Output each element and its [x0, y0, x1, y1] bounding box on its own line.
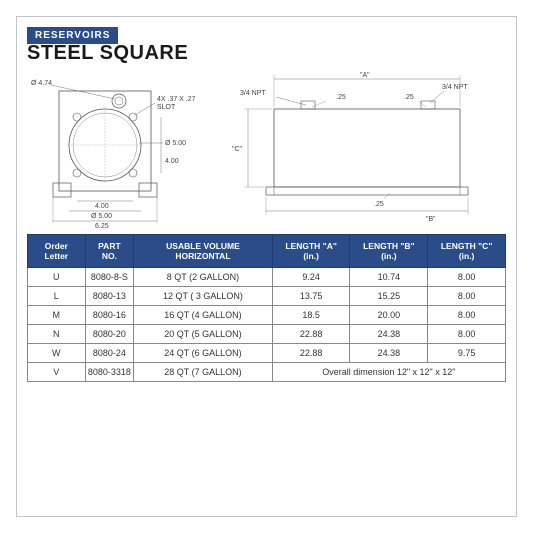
cell-letter: V: [28, 363, 86, 382]
cell-b: 15.25: [350, 287, 428, 306]
front-view-svg: Ø 4.74 4X .37 X .27 SLOT Ø 5.00 4.00 4.0…: [27, 71, 197, 226]
cell-part: 8080-8-S: [85, 268, 134, 287]
svg-text:4X .37 X .27: 4X .37 X .27: [157, 96, 196, 103]
col-length-b: LENGTH "B" (in.): [350, 235, 428, 268]
svg-text:.25: .25: [404, 94, 414, 101]
table-row: L8080-1312 QT ( 3 GALLON)13.7515.258.00: [28, 287, 506, 306]
col-length-a: LENGTH "A" (in.): [272, 235, 350, 268]
svg-text:3/4 NPT: 3/4 NPT: [442, 84, 468, 91]
page-frame: RESERVOIRS STEEL SQUARE: [16, 16, 517, 517]
svg-text:"C": "C": [232, 146, 243, 153]
svg-text:4.00: 4.00: [165, 158, 179, 165]
cell-c: 8.00: [428, 325, 506, 344]
svg-text:4.00: 4.00: [95, 203, 109, 210]
cell-letter: U: [28, 268, 86, 287]
cell-c: 8.00: [428, 268, 506, 287]
cell-part: 8080-24: [85, 344, 134, 363]
svg-text:6.25: 6.25: [95, 223, 109, 230]
cell-letter: W: [28, 344, 86, 363]
cell-letter: M: [28, 306, 86, 325]
svg-text:Ø 4.74: Ø 4.74: [31, 80, 52, 87]
cell-vol: 20 QT (5 GALLON): [134, 325, 273, 344]
table-body: U8080-8-S8 QT (2 GALLON)9.2410.748.00L80…: [28, 268, 506, 382]
cell-b: 20.00: [350, 306, 428, 325]
svg-text:3/4 NPT: 3/4 NPT: [240, 90, 266, 97]
side-view-svg: 3/4 NPT 3/4 NPT "A" .25 .25 "C": [226, 71, 506, 226]
cell-c: 9.75: [428, 344, 506, 363]
cell-b: 24.38: [350, 325, 428, 344]
cell-vol: 24 QT (6 GALLON): [134, 344, 273, 363]
table-row: N8080-2020 QT (5 GALLON)22.8824.388.00: [28, 325, 506, 344]
col-part-no: PART NO.: [85, 235, 134, 268]
svg-text:.25: .25: [336, 94, 346, 101]
cell-a: 13.75: [272, 287, 350, 306]
diagram-row: Ø 4.74 4X .37 X .27 SLOT Ø 5.00 4.00 4.0…: [27, 71, 506, 226]
cell-c: 8.00: [428, 306, 506, 325]
cell-part: 8080-3318: [85, 363, 134, 382]
cell-vol: 16 QT (4 GALLON): [134, 306, 273, 325]
col-length-c: LENGTH "C" (in.): [428, 235, 506, 268]
col-order-letter: Order Letter: [28, 235, 86, 268]
cell-b: 24.38: [350, 344, 428, 363]
svg-text:SLOT: SLOT: [157, 104, 176, 111]
cell-a: 9.24: [272, 268, 350, 287]
table-row: V8080-331828 QT (7 GALLON)Overall dimens…: [28, 363, 506, 382]
cell-a: 22.88: [272, 344, 350, 363]
spec-table: Order Letter PART NO. USABLE VOLUME HORI…: [27, 234, 506, 382]
svg-text:"A": "A": [360, 72, 370, 79]
cell-vol: 8 QT (2 GALLON): [134, 268, 273, 287]
svg-text:Ø 5.00: Ø 5.00: [91, 213, 112, 220]
cell-a: 18.5: [272, 306, 350, 325]
cell-vol: 28 QT (7 GALLON): [134, 363, 273, 382]
cell-part: 8080-16: [85, 306, 134, 325]
table-row: U8080-8-S8 QT (2 GALLON)9.2410.748.00: [28, 268, 506, 287]
svg-text:.25: .25: [374, 201, 384, 208]
cell-c: 8.00: [428, 287, 506, 306]
cell-merged-dimensions: Overall dimension 12" x 12" x 12": [272, 363, 505, 382]
cell-b: 10.74: [350, 268, 428, 287]
table-head: Order Letter PART NO. USABLE VOLUME HORI…: [28, 235, 506, 268]
cell-a: 22.88: [272, 325, 350, 344]
table-row: W8080-2424 QT (6 GALLON)22.8824.389.75: [28, 344, 506, 363]
svg-text:Ø 5.00: Ø 5.00: [165, 140, 186, 147]
cell-part: 8080-13: [85, 287, 134, 306]
cell-vol: 12 QT ( 3 GALLON): [134, 287, 273, 306]
diagram-front: Ø 4.74 4X .37 X .27 SLOT Ø 5.00 4.00 4.0…: [27, 71, 197, 226]
table-row: M8080-1616 QT (4 GALLON)18.520.008.00: [28, 306, 506, 325]
page-title: STEEL SQUARE: [27, 42, 506, 65]
cell-part: 8080-20: [85, 325, 134, 344]
col-usable-volume: USABLE VOLUME HORIZONTAL: [134, 235, 273, 268]
diagram-side: 3/4 NPT 3/4 NPT "A" .25 .25 "C": [226, 71, 506, 226]
svg-text:"B": "B": [426, 216, 436, 223]
cell-letter: L: [28, 287, 86, 306]
cell-letter: N: [28, 325, 86, 344]
